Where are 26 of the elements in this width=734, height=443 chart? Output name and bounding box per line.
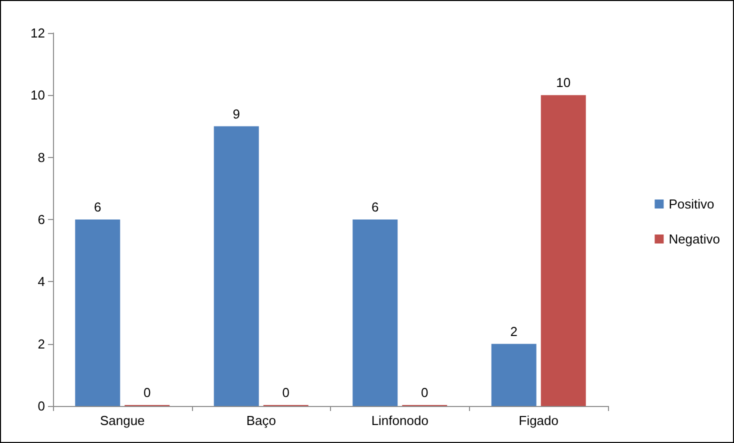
x-tick-label: Linfonodo xyxy=(371,413,428,428)
data-label: 2 xyxy=(510,324,518,339)
bar xyxy=(491,344,536,406)
x-tick-label: Baço xyxy=(246,413,276,428)
y-tick-label: 4 xyxy=(38,274,45,290)
bar xyxy=(214,126,259,406)
y-tick-label: 10 xyxy=(30,88,45,103)
bar xyxy=(352,220,398,406)
data-label: 10 xyxy=(556,75,571,90)
x-tick-label: Figado xyxy=(518,413,558,428)
y-tick-label: 0 xyxy=(38,398,45,414)
y-tick-label: 6 xyxy=(38,212,45,227)
y-tick-label: 8 xyxy=(38,150,45,165)
data-label: 0 xyxy=(421,385,428,400)
legend-label: Positivo xyxy=(668,196,714,212)
y-tick-label: 2 xyxy=(38,336,45,352)
x-tick-label: Sangue xyxy=(100,413,145,428)
data-label: 0 xyxy=(144,385,151,400)
data-label: 6 xyxy=(372,200,379,214)
y-tick-label: 12 xyxy=(30,26,45,40)
data-label: 0 xyxy=(282,385,290,400)
data-label: 6 xyxy=(94,200,102,214)
bar xyxy=(540,95,586,406)
bar xyxy=(75,220,120,406)
data-label: 9 xyxy=(232,106,240,122)
legend-label: Negativo xyxy=(668,232,720,246)
